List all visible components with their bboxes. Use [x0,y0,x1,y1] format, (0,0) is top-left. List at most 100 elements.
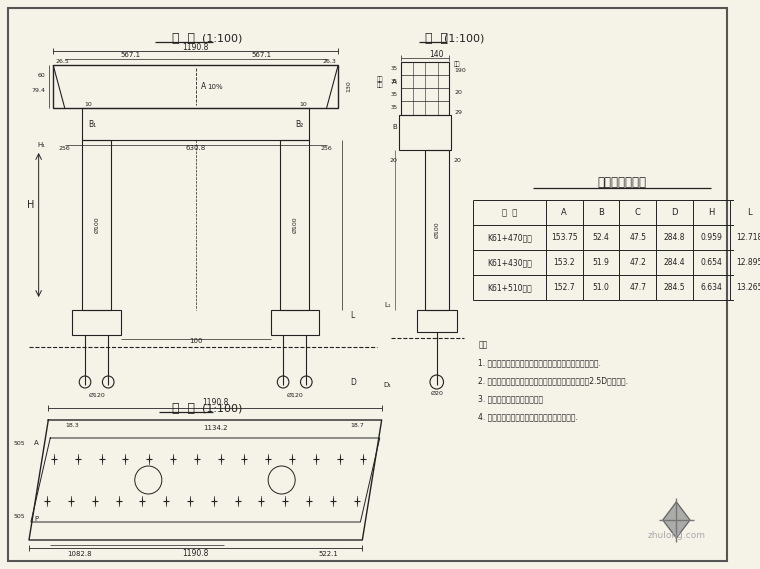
Text: 10: 10 [299,101,307,106]
Text: A: A [392,79,397,85]
Text: 60: 60 [38,72,46,77]
Text: 284.4: 284.4 [663,258,686,267]
Text: P: P [34,516,39,522]
Text: 140: 140 [429,50,444,59]
Text: 18.7: 18.7 [350,423,364,427]
Text: B₂: B₂ [295,119,303,129]
Text: Ø120: Ø120 [88,393,105,398]
Text: 256: 256 [321,146,332,150]
Text: 4. 施工时应检查前确保每桩顺次先后交替施工.: 4. 施工时应检查前确保每桩顺次先后交替施工. [478,412,578,421]
Text: L: L [748,208,752,217]
Text: L: L [350,311,354,320]
Text: 51.0: 51.0 [593,283,610,292]
Text: (1:100): (1:100) [444,33,484,43]
Text: 284.5: 284.5 [663,283,686,292]
Text: zhulong.com: zhulong.com [648,530,705,539]
Text: 35: 35 [390,92,397,97]
Text: 桩  位: 桩 位 [502,208,518,217]
Text: 1. 本桥采用预制板桥，浇筑前先检查，金属框固定水平机.: 1. 本桥采用预制板桥，浇筑前先检查，金属框固定水平机. [478,358,601,367]
Text: 79.4: 79.4 [31,88,46,93]
Text: 平  面: 平 面 [172,402,195,414]
Text: D: D [671,208,678,217]
Text: 13.265: 13.265 [736,283,760,292]
Text: 52.4: 52.4 [593,233,610,242]
Text: 47.7: 47.7 [629,283,646,292]
Text: A: A [201,82,206,91]
Text: K61+510桥墩: K61+510桥墩 [487,283,532,292]
Text: H: H [708,208,714,217]
Text: 1134.2: 1134.2 [203,425,227,431]
Text: 18.3: 18.3 [65,423,80,427]
Text: L₁: L₁ [385,302,391,308]
Text: 47.2: 47.2 [629,258,646,267]
Text: H: H [27,200,35,210]
Text: 缘石: 缘石 [454,61,461,67]
Text: C: C [635,208,641,217]
Text: 505: 505 [14,440,25,446]
Text: 153.2: 153.2 [553,258,575,267]
Text: 侧  面: 侧 面 [426,31,448,44]
Text: 35: 35 [390,79,397,84]
Text: 6.634: 6.634 [700,283,722,292]
Text: 12.718: 12.718 [736,233,760,242]
Text: 立  面: 立 面 [172,31,195,44]
Bar [72,310,121,335]
Text: 0.959: 0.959 [700,233,722,242]
Bar [271,310,319,335]
Text: 1190.8: 1190.8 [182,550,209,559]
Text: 152.7: 152.7 [553,283,575,292]
Text: B: B [598,208,604,217]
Text: Ø100: Ø100 [434,222,439,238]
Text: B₁: B₁ [88,119,96,129]
Text: 567.1: 567.1 [251,52,271,58]
Text: 35: 35 [390,65,397,71]
Text: (1:100): (1:100) [202,403,242,413]
Bar [401,62,449,115]
Text: 190: 190 [454,68,466,72]
Text: 桥墩相关尺寸表: 桥墩相关尺寸表 [597,175,646,188]
Text: K61+430桥墩: K61+430桥墩 [487,258,532,267]
Text: A: A [34,440,39,446]
Text: 1190.8: 1190.8 [202,398,228,406]
Text: 桥面
铺装: 桥面 铺装 [377,76,384,88]
Text: 0.654: 0.654 [700,258,722,267]
Bar [82,108,309,140]
Text: 10: 10 [84,101,92,106]
Bar [53,65,338,108]
Text: Ø20: Ø20 [430,390,443,395]
Text: 256: 256 [59,146,71,150]
Bar [417,310,457,332]
Text: D₁: D₁ [383,382,391,388]
Text: (1:100): (1:100) [202,33,242,43]
Text: 注：: 注： [478,340,488,349]
Text: 1082.8: 1082.8 [68,551,92,557]
Polygon shape [663,502,690,538]
Text: 26.3: 26.3 [322,59,336,64]
Text: H₁: H₁ [37,142,46,148]
Text: B: B [392,124,397,130]
Text: 10%: 10% [207,84,223,89]
Bar [399,115,451,150]
Text: 2. 桥墩灌注桩基础施工前，混凝土入模的坍落度不超2.5D（最终）.: 2. 桥墩灌注桩基础施工前，混凝土入模的坍落度不超2.5D（最终）. [478,376,629,385]
Text: 35: 35 [390,105,397,109]
Text: 1190.8: 1190.8 [182,43,209,52]
Text: 51.9: 51.9 [593,258,610,267]
Text: 20: 20 [389,158,397,163]
Text: 522.1: 522.1 [318,551,338,557]
Text: A: A [562,208,567,217]
Bar [280,140,309,310]
Text: 20: 20 [453,158,461,163]
Text: 505: 505 [14,514,25,519]
Text: K61+470桥墩: K61+470桥墩 [487,233,532,242]
Text: 567.1: 567.1 [120,52,141,58]
Bar [82,140,111,310]
Text: 100: 100 [189,338,202,344]
Text: 47.5: 47.5 [629,233,646,242]
Text: 12.895: 12.895 [736,258,760,267]
Text: Ø100: Ø100 [292,217,297,233]
Text: 3. 本桥在施工前，切实落实。: 3. 本桥在施工前，切实落实。 [478,394,543,403]
Text: D: D [350,377,356,386]
Bar [425,150,449,310]
Text: Ø100: Ø100 [94,217,99,233]
Text: Ø120: Ø120 [287,393,303,398]
